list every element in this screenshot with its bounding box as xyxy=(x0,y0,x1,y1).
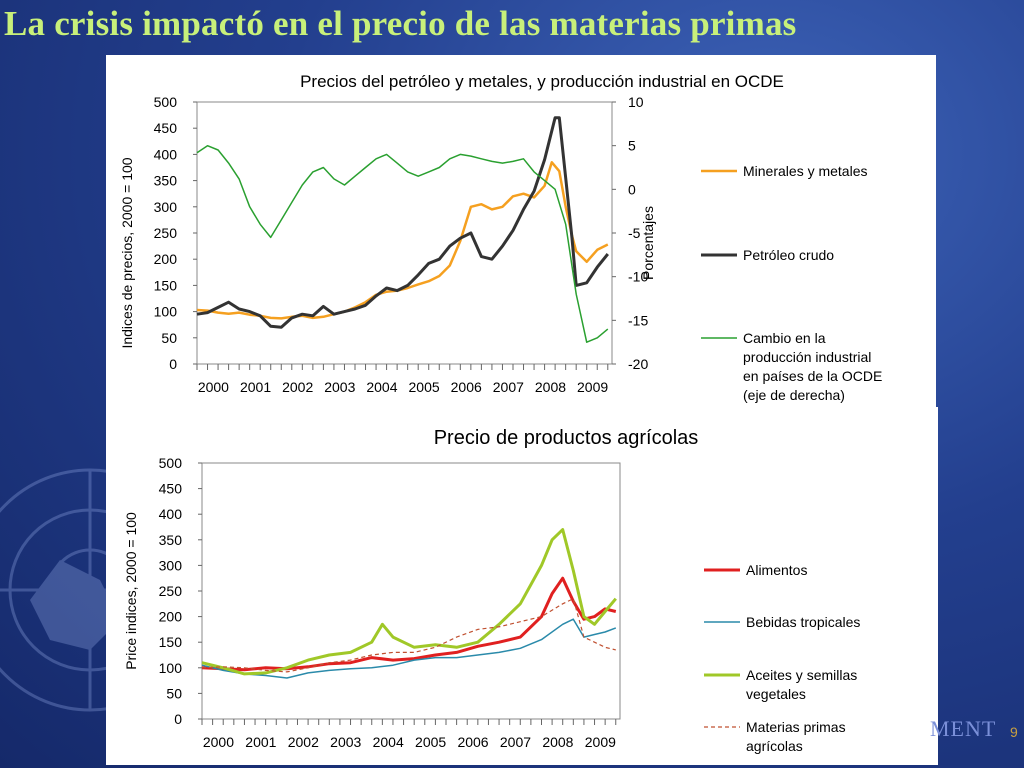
x-tick-label: 2002 xyxy=(288,734,319,750)
y-tick-label: 450 xyxy=(154,120,178,136)
legend-label: Cambio en la xyxy=(743,330,826,346)
chart-agricultural: Precio de productos agrícolas 0 50 100 150 20… xyxy=(123,427,860,754)
y-tick-label: 150 xyxy=(154,277,178,293)
legend-label: (eje de derecha) xyxy=(743,387,845,403)
x-tick-label: 2008 xyxy=(535,379,566,395)
legend-label: Alimentos xyxy=(746,562,807,578)
y2-tick-label: -10 xyxy=(628,269,648,285)
y-tick-label: 50 xyxy=(161,330,177,346)
footer-text: MENT xyxy=(930,716,997,741)
y-tick-label: 450 xyxy=(159,481,183,497)
x-tick-label: 2002 xyxy=(282,379,313,395)
y-tick-label: 0 xyxy=(169,356,177,372)
chart-title: Precio de productos agrícolas xyxy=(434,427,699,449)
x-tick-label: 2007 xyxy=(493,379,524,395)
y2-tick-label: -20 xyxy=(628,356,648,372)
legend-label: Petróleo crudo xyxy=(743,247,834,263)
x-tick-label: 2009 xyxy=(577,379,608,395)
x-tick-label: 2001 xyxy=(240,379,271,395)
y2-tick-label: 5 xyxy=(628,138,636,154)
legend-label: Bebidas tropicales xyxy=(746,614,860,630)
y-tick-label: 200 xyxy=(159,609,183,625)
y-tick-label: 50 xyxy=(166,685,182,701)
y2-tick-label: -5 xyxy=(628,225,641,241)
y-tick-label: 300 xyxy=(159,557,183,573)
x-tick-label: 2008 xyxy=(542,734,573,750)
y-tick-label: 200 xyxy=(154,251,178,267)
y-tick-label: 150 xyxy=(159,634,183,650)
series-line-2 xyxy=(196,116,609,329)
x-tick-label: 2000 xyxy=(198,379,229,395)
legend-label: Minerales y metales xyxy=(743,163,868,179)
legend-label: Aceites y semillas xyxy=(746,667,857,683)
chart-oil-metals: Precios del petróleo y metales, y produc… xyxy=(119,72,882,403)
y-tick-label: 250 xyxy=(154,225,178,241)
y-tick-label: 500 xyxy=(154,94,178,110)
series-line-4 xyxy=(201,598,616,673)
x-tick-label: 2009 xyxy=(585,734,616,750)
legend-label: vegetales xyxy=(746,686,806,702)
chart-title: Precios del petróleo y metales, y produc… xyxy=(300,72,784,91)
legend-label: producción industrial xyxy=(743,349,871,365)
x-tick-label: 2000 xyxy=(203,734,234,750)
series-line-2 xyxy=(201,618,617,679)
x-tick-label: 2006 xyxy=(451,379,482,395)
slide-title: La crisis impactó en el precio de las ma… xyxy=(4,4,797,43)
y2-axis-label: Porcentajes xyxy=(640,206,656,280)
x-tick-label: 2006 xyxy=(457,734,488,750)
legend-label: agrícolas xyxy=(746,738,803,754)
x-tick-label: 2005 xyxy=(409,379,440,395)
series-line-3 xyxy=(196,144,609,343)
y-tick-label: 0 xyxy=(174,711,182,727)
x-tick-label: 2005 xyxy=(415,734,446,750)
y-tick-label: 300 xyxy=(154,199,178,215)
y-tick-label: 100 xyxy=(154,304,178,320)
y-tick-label: 400 xyxy=(159,506,183,522)
y-axis-label: Price indices, 2000 = 100 xyxy=(123,512,139,670)
y2-tick-label: -15 xyxy=(628,312,648,328)
y-tick-label: 500 xyxy=(159,455,183,471)
series-line-1 xyxy=(196,161,609,320)
y2-tick-label: 10 xyxy=(628,94,644,110)
legend-label: en países de la OCDE xyxy=(743,368,882,384)
x-tick-label: 2001 xyxy=(245,734,276,750)
plot-area-frame xyxy=(201,462,621,720)
y-tick-label: 400 xyxy=(154,146,178,162)
x-tick-label: 2007 xyxy=(500,734,531,750)
y2-tick-label: 0 xyxy=(628,181,636,197)
chart-panel-agricultural: Precio de productos agrícolas 0 50 100 150 20… xyxy=(106,407,938,765)
x-tick-label: 2003 xyxy=(330,734,361,750)
chart-panel-oil-metals: Precios del petróleo y metales, y produc… xyxy=(106,55,936,407)
y-tick-label: 100 xyxy=(159,660,183,676)
un-emblem-watermark xyxy=(0,468,170,712)
y-tick-label: 250 xyxy=(159,583,183,599)
series-line-1 xyxy=(201,576,617,672)
x-tick-label: 2004 xyxy=(373,734,404,750)
y-axis-label: Indices de precios, 2000 = 100 xyxy=(119,157,135,348)
legend-label: Materias primas xyxy=(746,719,846,735)
x-tick-label: 2004 xyxy=(366,379,397,395)
y-tick-label: 350 xyxy=(159,532,183,548)
series-line-3 xyxy=(201,528,617,676)
y-tick-label: 350 xyxy=(154,173,178,189)
x-tick-label: 2003 xyxy=(324,379,355,395)
page-number: 9 xyxy=(1010,724,1018,740)
